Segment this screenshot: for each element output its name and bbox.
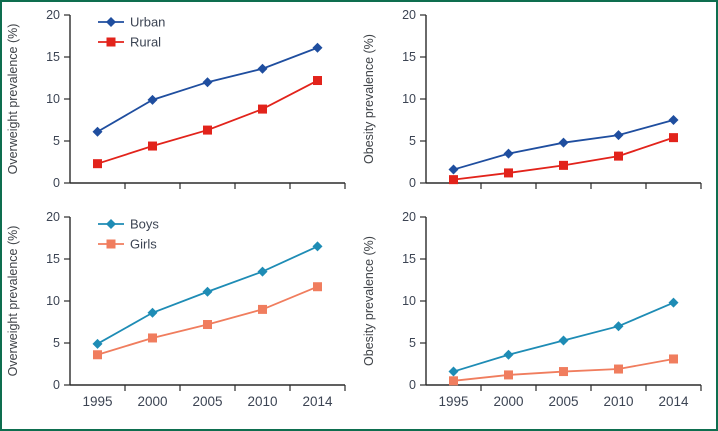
data-point-urban (613, 130, 624, 141)
series-line-urban (97, 46, 318, 133)
x-tick-label: 2010 (247, 394, 277, 409)
data-point-boys (312, 241, 323, 252)
legend-item-urban: Urban (98, 15, 165, 30)
data-point-rural (93, 159, 102, 169)
data-point-girls (258, 304, 267, 314)
legend-label: Boys (130, 217, 159, 232)
y-tick-label: 15 (46, 252, 60, 266)
y-axis-title: Obesity prevalence (%) (362, 236, 376, 366)
x-tick-label: 1995 (82, 394, 112, 409)
y-tick-label: 0 (409, 378, 416, 392)
data-point-girls (313, 282, 322, 292)
data-point-girls (203, 320, 212, 330)
y-tick-label: 15 (402, 50, 416, 64)
legend-item-rural: Rural (98, 35, 161, 50)
legend-label: Rural (130, 35, 161, 50)
data-point-rural (449, 175, 458, 185)
y-tick-label: 0 (409, 176, 416, 190)
data-point-girls (449, 376, 458, 386)
data-point-rural (313, 76, 322, 86)
y-tick-label: 5 (409, 336, 416, 350)
x-tick-label: 2005 (548, 394, 578, 409)
y-tick-label: 20 (46, 210, 60, 224)
data-point-rural (203, 125, 212, 135)
x-tick-label: 1995 (438, 394, 468, 409)
series-line-rural (97, 79, 318, 165)
y-tick-label: 15 (46, 50, 60, 64)
y-tick-label: 10 (46, 294, 60, 308)
data-point-boys (448, 366, 459, 377)
y-axis-title: Overweight prevalence (%) (6, 226, 20, 377)
data-point-urban (503, 148, 514, 159)
data-point-rural (504, 168, 513, 178)
y-tick-label: 20 (402, 210, 416, 224)
chart-grid: 0 5 10 15 20 Overweight prevalence (%) Urban Ru… (4, 4, 714, 427)
data-point-rural (614, 151, 623, 161)
y-tick-label: 5 (53, 134, 60, 148)
data-point-girls (614, 364, 623, 374)
y-tick-label: 10 (46, 92, 60, 106)
x-tick-label: 2014 (658, 394, 689, 409)
data-point-rural (148, 141, 157, 151)
legend-marker-diamond (106, 219, 116, 229)
legend-item-girls: Girls (98, 237, 157, 252)
x-tick-label: 2000 (137, 394, 167, 409)
x-tick-label: 2010 (603, 394, 633, 409)
overweight-by-sex-plot: 0 5 10 15 20 1995 2000 2005 2010 2014 Overweight p… (6, 210, 346, 409)
data-point-urban (312, 42, 323, 53)
data-point-boys (558, 335, 569, 346)
data-point-girls (504, 370, 513, 380)
overweight-by-residence-plot: 0 5 10 15 20 Overweight prevalence (%) Urban Ru… (6, 8, 346, 190)
legend-item-boys: Boys (98, 217, 159, 232)
chart-obesity-by-residence: 0 5 10 15 20 Obesity prevalence (%) (360, 4, 716, 206)
data-point-boys (613, 321, 624, 332)
y-tick-label: 0 (53, 176, 60, 190)
data-point-rural (258, 104, 267, 114)
data-point-urban (668, 115, 679, 125)
data-point-girls (559, 367, 568, 377)
x-tick-label: 2000 (493, 394, 523, 409)
y-tick-label: 20 (46, 8, 60, 22)
obesity-by-residence-plot: 0 5 10 15 20 Obesity prevalence (%) (362, 8, 702, 190)
y-axis-title: Overweight prevalence (%) (6, 24, 20, 175)
legend-label: Urban (130, 15, 165, 30)
y-tick-label: 20 (402, 8, 416, 22)
legend-marker-square (106, 239, 116, 249)
legend-marker-diamond (106, 17, 116, 27)
data-point-boys (147, 307, 158, 318)
data-point-urban (202, 77, 213, 88)
data-point-boys (257, 266, 268, 277)
legend-label: Girls (130, 237, 157, 252)
data-point-urban (558, 137, 569, 148)
y-axis-title: Obesity prevalence (%) (362, 34, 376, 164)
data-point-boys (92, 338, 103, 349)
data-point-boys (202, 286, 213, 297)
data-point-rural (559, 160, 568, 170)
data-point-boys (503, 349, 514, 360)
y-tick-label: 5 (53, 336, 60, 350)
x-tick-label: 2014 (302, 394, 333, 409)
chart-overweight-by-residence: 0 5 10 15 20 Overweight prevalence (%) Urban Ru… (4, 4, 360, 206)
obesity-by-sex-plot: 0 5 10 15 20 1995 2000 2005 2010 2014 Obesity prev… (362, 210, 702, 409)
data-point-girls (669, 354, 678, 364)
data-point-girls (148, 333, 157, 343)
y-tick-label: 15 (402, 252, 416, 266)
y-tick-label: 5 (409, 134, 416, 148)
chart-obesity-by-sex: 0 5 10 15 20 1995 2000 2005 2010 2014 Obesity prev… (360, 206, 716, 422)
data-point-urban (448, 164, 459, 175)
data-point-boys (668, 297, 679, 308)
data-point-urban (257, 63, 268, 74)
y-tick-label: 10 (402, 294, 416, 308)
x-tick-label: 2005 (192, 394, 222, 409)
data-point-rural (669, 133, 678, 143)
data-point-girls (93, 350, 102, 360)
legend-marker-square (106, 37, 116, 47)
data-point-urban (147, 94, 158, 105)
data-point-urban (92, 126, 103, 137)
y-tick-label: 0 (53, 378, 60, 392)
y-tick-label: 10 (402, 92, 416, 106)
chart-overweight-by-sex: 0 5 10 15 20 1995 2000 2005 2010 2014 Overweight p… (4, 206, 360, 422)
